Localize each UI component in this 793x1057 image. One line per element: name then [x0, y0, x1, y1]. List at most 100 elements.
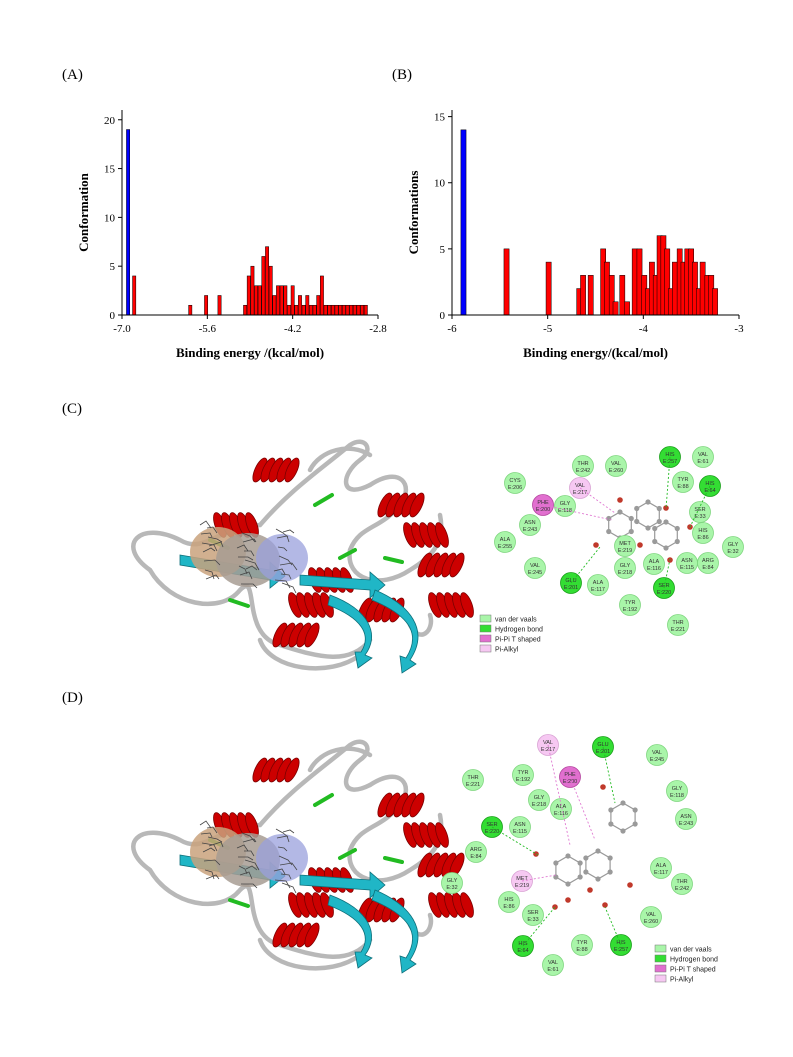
chart-a-y-tick-label: 20 [104, 115, 116, 127]
chart-a-bar [217, 295, 222, 316]
map-d-residue-circle [666, 780, 688, 802]
map-c-residue-name: GLY [728, 542, 739, 548]
map-c-residue-id: E:192 [623, 607, 637, 613]
chart-a-bar [188, 304, 193, 316]
protein-c-ligand-bond [200, 532, 213, 538]
map-d-interaction-line [522, 906, 556, 947]
protein-c-beta-sheet [327, 594, 373, 669]
protein-d-coil [147, 867, 373, 959]
map-d-legend-swatch [654, 954, 667, 963]
map-c-ligand-atom [674, 525, 680, 532]
map-d-residue-circle [512, 764, 534, 786]
map-c-ligand-atom [628, 528, 634, 535]
map-d-residue-name: VAL [543, 740, 553, 746]
panel-label-d: (D) [62, 690, 83, 706]
chart-a-x-tick-label: -2.8 [369, 323, 387, 335]
protein-d-helix [272, 922, 320, 948]
chart-b-bar [636, 248, 643, 316]
chart-a-bar [254, 285, 258, 316]
protein-c-ligand-bond [199, 520, 212, 529]
map-c-legend-label: Pi-Alkyl [495, 647, 519, 654]
map-c-ligand-atom [628, 515, 634, 522]
map-c-residue-name: GLY [560, 501, 571, 507]
panel-label-b: (B) [392, 67, 412, 83]
map-c-residue-circle [722, 536, 744, 558]
chart-b-x-tick-label: -4 [639, 323, 649, 335]
protein-c-helix-turn [304, 622, 320, 648]
map-d-legend-swatch [654, 964, 667, 973]
map-d-residue-circle [671, 873, 693, 895]
protein-c-coil [147, 567, 373, 659]
map-c-residue-circle [519, 514, 541, 536]
protein-c-helix-turn [435, 522, 449, 548]
map-d-residue-id: E:260 [644, 919, 658, 925]
protein-c-ligand-bond [238, 565, 248, 575]
map-c-residue-circle [672, 471, 694, 493]
protein-c-ligand-bond [244, 559, 260, 571]
map-c-residue-name: ALA [500, 537, 511, 543]
map-c-legend-label: Hydrogen bond [495, 627, 543, 634]
protein-c-ligand-bond [208, 541, 224, 548]
chart-b-x-tick-label: -6 [447, 323, 457, 335]
map-c-residue-id: E:206 [508, 485, 522, 491]
chart-a-bar [320, 275, 324, 316]
map-d-ligand-atom [620, 828, 626, 834]
map-c-residue-id: E:243 [523, 527, 537, 533]
chart-b-x-tick-label: -3 [734, 323, 744, 335]
protein-c-ligand-bond [236, 544, 249, 552]
protein-c-helix-turn [460, 592, 474, 618]
map-c-residue-name: ALA [593, 580, 604, 586]
chart-a-bar [298, 295, 302, 316]
map-c-residue-circle [605, 455, 627, 477]
map-d-residue-name: PHE [564, 772, 576, 778]
protein-d-ligand-bond [280, 873, 292, 880]
chart-a-bar [323, 304, 328, 316]
map-c-residue-name: VAL [530, 563, 540, 569]
protein-d-ligand-bond [201, 842, 218, 852]
map-d-residue-id: E:192 [516, 777, 530, 783]
map-c-ligand-atom [663, 519, 669, 525]
protein-c-beta-sheet [371, 589, 419, 674]
map-c-ligand-ring [654, 521, 678, 549]
protein-c-helix [377, 492, 425, 518]
protein-d-coil [131, 739, 373, 873]
protein-d-ligand-bond [238, 865, 248, 875]
map-d-residue-circle [528, 789, 550, 811]
protein-ribbon-image-d [131, 739, 474, 974]
map-c-residue-name: TYR [625, 600, 636, 606]
map-d-residue-name: TYR [577, 940, 588, 946]
map-c-legend-swatch [479, 614, 492, 623]
map-c-interaction-line [663, 558, 671, 589]
chart-a-bar [250, 265, 255, 316]
map-c-residue-circle [494, 531, 516, 553]
chart-a-bar [276, 285, 280, 316]
map-d-oxygen-atom [587, 887, 593, 893]
chart-a-y-tick-label: 0 [110, 310, 116, 322]
map-d-residue-name: VAL [646, 912, 656, 918]
chart-a-bar [294, 304, 299, 316]
map-d-ligand-atom [607, 855, 613, 861]
protein-d-ligand-bond [207, 836, 223, 843]
map-c-interaction-line [665, 456, 671, 510]
protein-c-ligand-bond [207, 536, 223, 543]
chart-a-bar [352, 304, 357, 316]
map-c-residue-name: GLY [620, 563, 631, 569]
map-c-residue-circle [619, 594, 641, 616]
protein-c-ligand-bond [277, 546, 288, 552]
protein-d-ligand-bond [281, 882, 297, 894]
chart-a-bar [363, 304, 368, 316]
map-c-oxygen-atom [593, 542, 599, 548]
protein-d-ligand-bond [205, 874, 220, 880]
map-d-ligand-atom [620, 800, 626, 806]
map-c-residue-id: E:255 [498, 544, 512, 550]
protein-c-ligand-bond [203, 559, 221, 566]
map-c-ligand-atom [656, 505, 662, 512]
protein-d-ligand-bond [275, 828, 289, 838]
map-d-residue-name: VAL [548, 960, 558, 966]
chart-a-bar [356, 304, 361, 316]
chart-b-bar [672, 261, 678, 316]
map-c-residue-name: VAL [698, 452, 708, 458]
panel-label-c: (C) [62, 401, 82, 417]
chart-a-x-tick-label: -7.0 [113, 323, 131, 335]
map-d-residue-name: VAL [652, 750, 662, 756]
